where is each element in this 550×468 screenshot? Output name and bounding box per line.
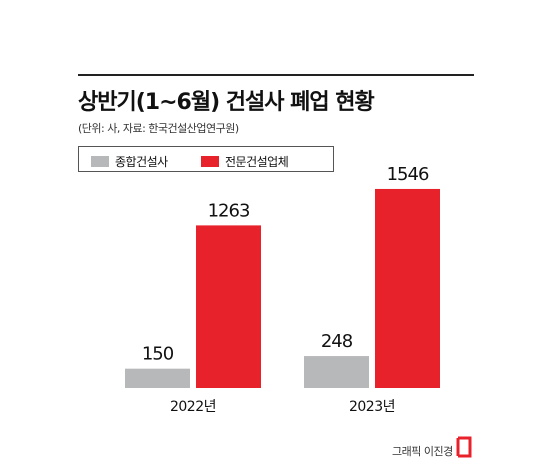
bar-specialty-1 (196, 225, 261, 388)
x-tick-label-2: 2023년 (349, 399, 395, 415)
legend-label-general: 종합건설사 (115, 155, 168, 169)
bracket-logo-icon (456, 436, 472, 458)
legend-item-general: 종합건설사 (91, 153, 168, 170)
data-label-specialty-1: 1263 (208, 200, 250, 221)
bar-general-1 (125, 368, 190, 388)
legend-item-specialty: 전문건설업체 (201, 153, 289, 170)
x-tick-label-1: 2022년 (170, 399, 216, 415)
graphic-credit: 그래픽 이진경 (392, 445, 453, 458)
bar-specialty-2 (375, 188, 440, 388)
legend-swatch-red (201, 156, 219, 167)
legend-swatch-gray (91, 156, 109, 167)
bar-general-2 (304, 356, 369, 388)
data-label-general-2: 248 (321, 331, 353, 352)
legend: 종합건설사 전문건설업체 (78, 146, 334, 172)
legend-label-specialty: 전문건설업체 (225, 155, 289, 169)
data-label-specialty-2: 1546 (387, 164, 429, 185)
data-label-general-1: 150 (142, 344, 174, 365)
title-rule (78, 74, 474, 76)
source-note: (단위: 사, 자료: 한국건설산업연구원) (78, 122, 239, 135)
page-title: 상반기(1~6월) 건설사 폐업 현황 (78, 90, 375, 115)
